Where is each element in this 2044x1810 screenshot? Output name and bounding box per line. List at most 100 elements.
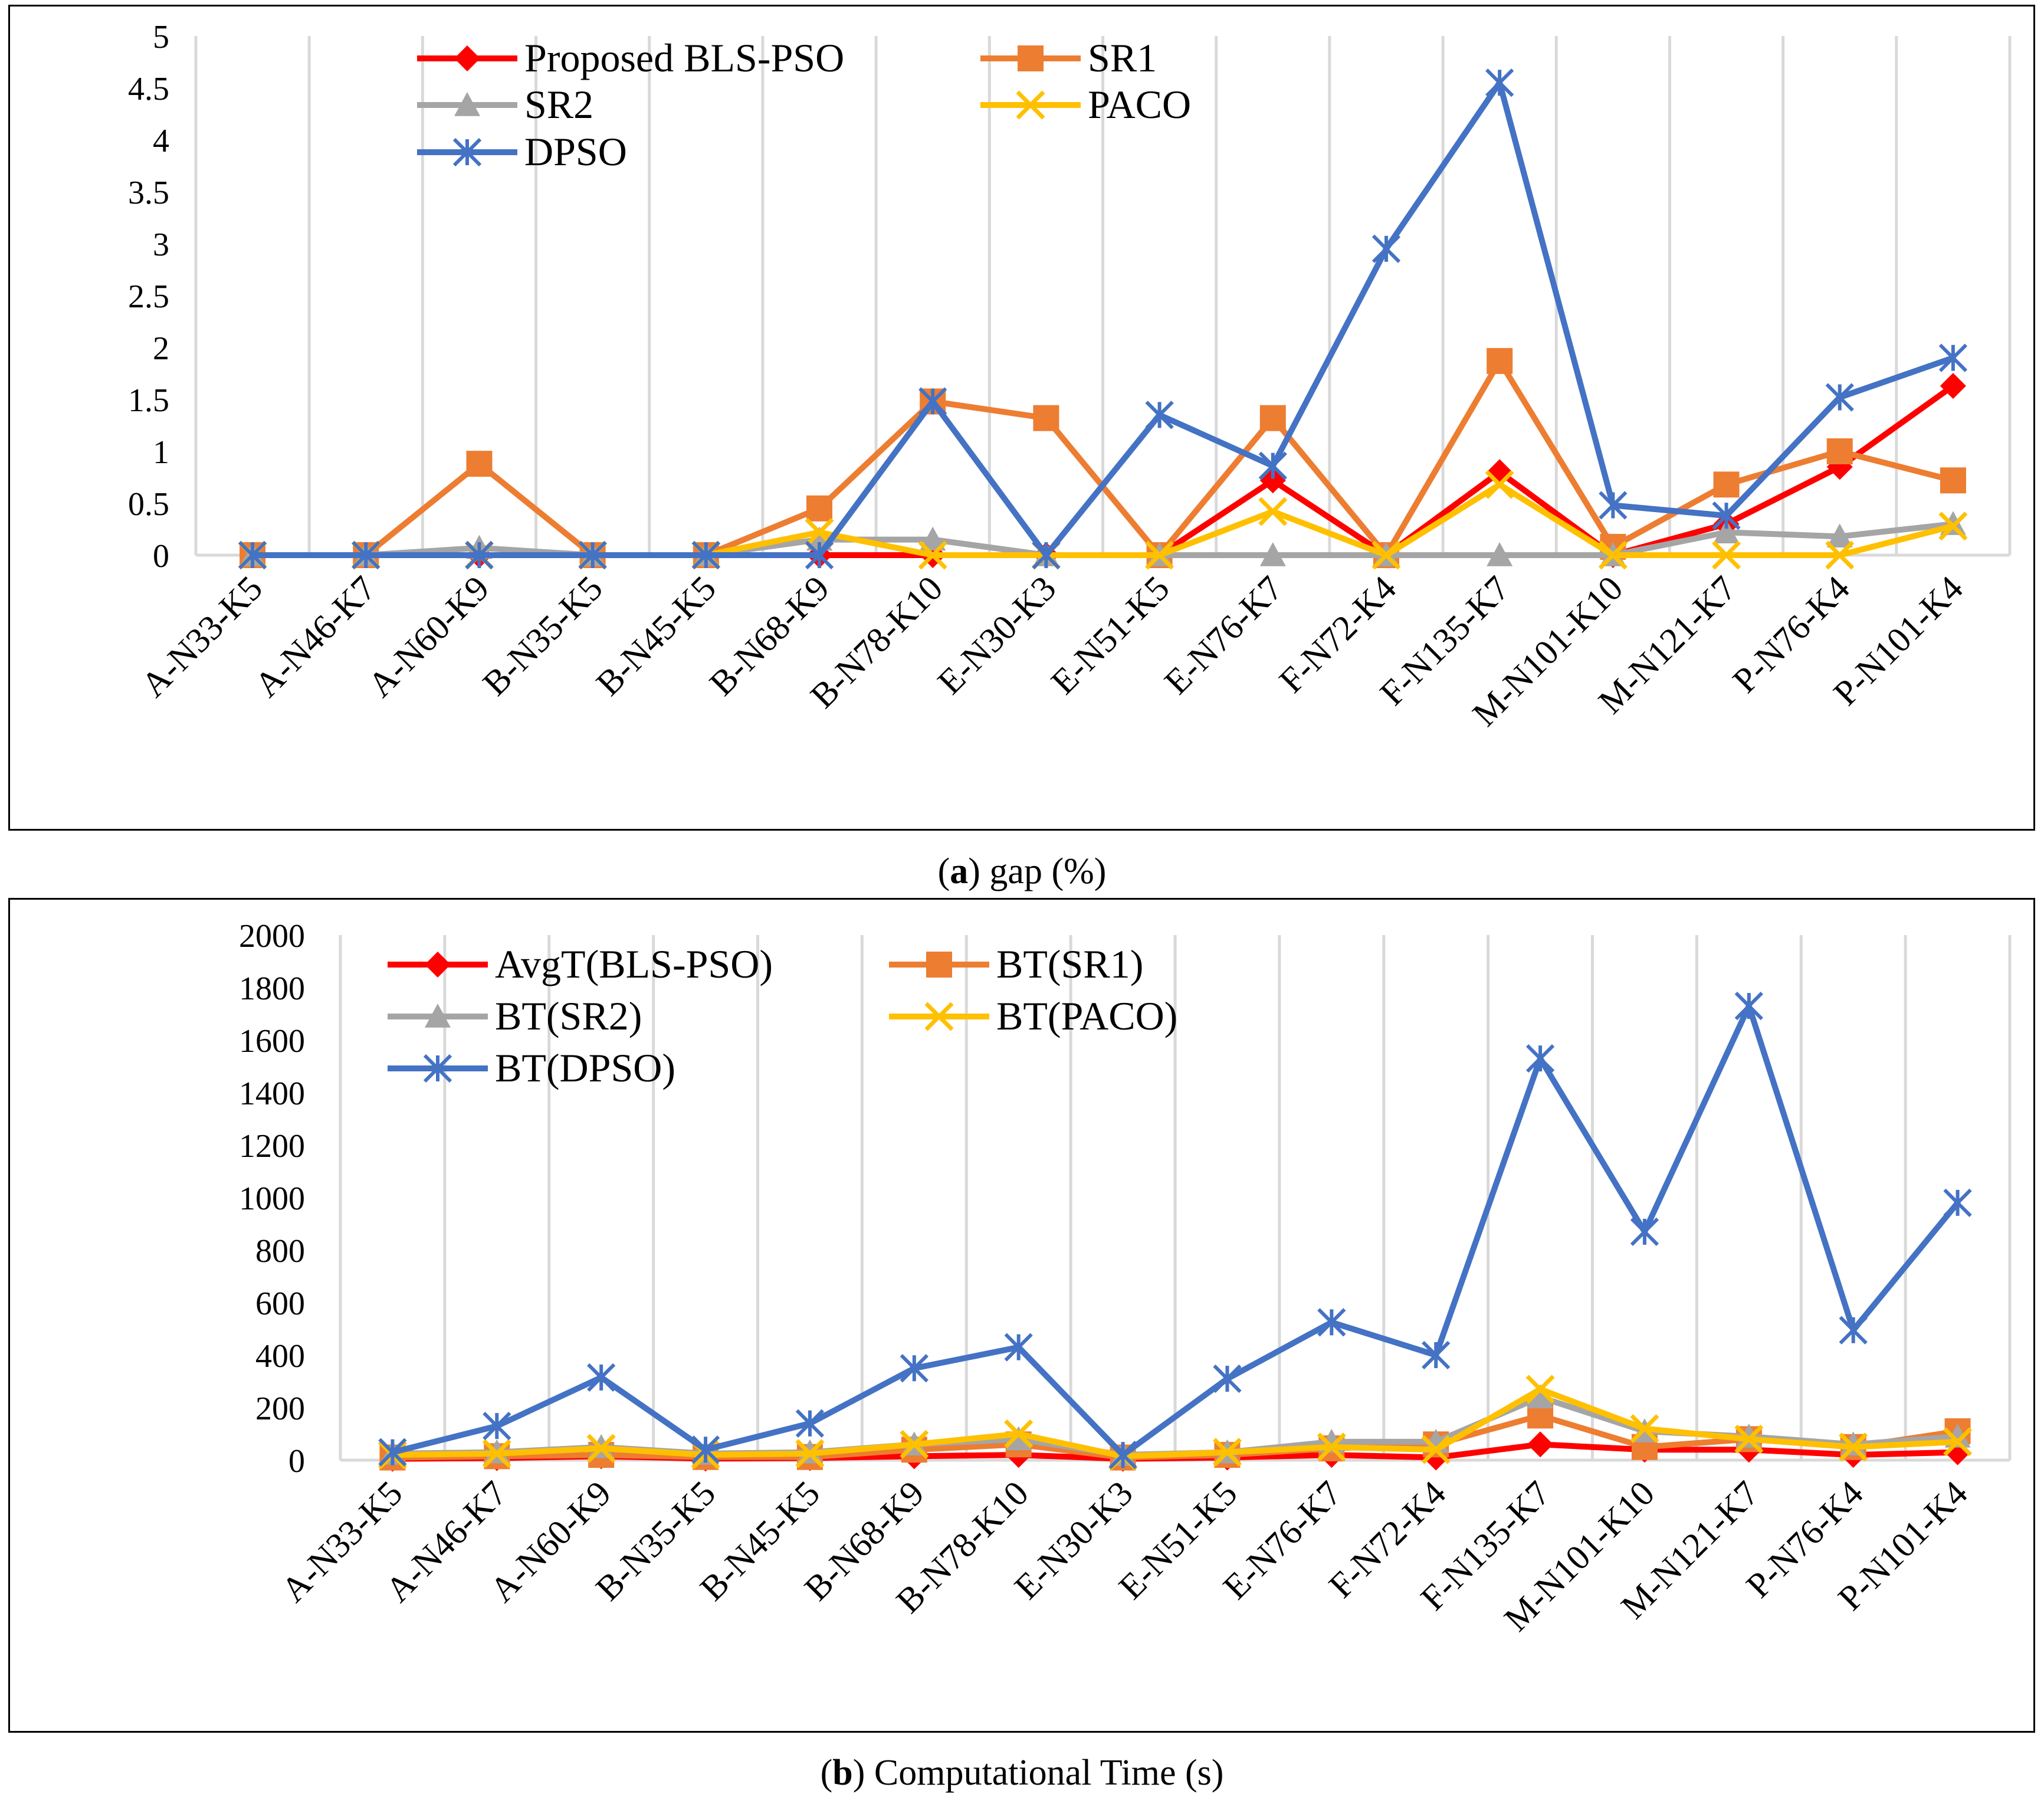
legend: Proposed BLS-PSO SR1 SR2 PACO DPSO [417, 35, 1191, 174]
time-chart: 0 200 400 600 800 1000 1200 1400 1600 1800 2000 A-N… [239, 918, 2012, 1639]
legend-label: SR2 [524, 82, 593, 127]
data-point [1713, 519, 1740, 543]
y-tick-label: 1000 [239, 1181, 305, 1217]
data-point [1259, 405, 1286, 431]
legend-marker [425, 1004, 451, 1028]
y-tick-label: 4 [153, 123, 169, 159]
x-tick-label: A-N33-K5 [134, 569, 270, 704]
y-tick-label: 2000 [239, 918, 305, 955]
x-tick-label: E-N51-K5 [1044, 569, 1177, 702]
data-point [1712, 501, 1741, 530]
legend-label: BT(PACO) [996, 993, 1177, 1038]
legend-label: PACO [1088, 82, 1191, 127]
legend-item-sr1: SR1 [980, 35, 1157, 80]
x-tick-label: A-N60-K9 [360, 569, 496, 704]
data-point [1485, 470, 1514, 499]
data-point [805, 540, 834, 570]
data-point [1259, 542, 1286, 566]
caption-gap-text: gap (%) [980, 851, 1107, 891]
y-tick-label: 0 [288, 1443, 305, 1480]
y-tick-label: 2.5 [128, 278, 169, 315]
y-tick-label: 600 [255, 1286, 305, 1322]
data-point [1317, 1432, 1346, 1462]
y-tick-label: 4.5 [128, 71, 169, 107]
gridlines [339, 935, 2012, 1460]
data-point [1487, 542, 1513, 566]
x-tick-label: B-N45-K5 [589, 569, 723, 703]
data-point [1487, 347, 1513, 374]
data-point [1213, 1364, 1242, 1393]
data-point [1032, 540, 1061, 570]
data-point [1485, 68, 1514, 97]
data-point [1372, 234, 1401, 263]
data-point [691, 1435, 720, 1464]
data-point [1826, 523, 1853, 548]
data-point [587, 1363, 616, 1392]
data-point [1734, 992, 1763, 1021]
legend-label: DPSO [524, 129, 627, 174]
legend-label: AvgT(BLS-PSO) [495, 942, 773, 986]
legend-item-dpso: DPSO [417, 129, 627, 174]
data-point [1630, 1217, 1659, 1246]
data-point [1372, 540, 1401, 570]
data-point [1734, 1424, 1764, 1454]
data-point [920, 526, 946, 551]
data-point [466, 451, 493, 477]
x-tick-labels: A-N33-K5A-N46-K7A-N60-K9B-N35-K5B-N45-K5… [274, 1474, 1975, 1639]
series-line [389, 1386, 1961, 1460]
series-line [250, 80, 1956, 558]
data-point [352, 540, 380, 570]
y-tick-label: 1.5 [128, 382, 169, 419]
legend-label: SR1 [1088, 35, 1157, 80]
x-tick-label: B-N35-K5 [475, 569, 610, 703]
data-point [1940, 467, 1966, 494]
data-point [1825, 383, 1854, 412]
legend-item-bt-sr1: BT(SR1) [889, 942, 1143, 986]
legend-label: BT(DPSO) [495, 1045, 675, 1090]
legend-label: BT(SR2) [495, 993, 642, 1038]
series-dpso [238, 68, 1968, 570]
legend-item-sr2: SR2 [417, 82, 593, 127]
y-tick-label: 0 [153, 538, 169, 575]
data-point [691, 540, 720, 570]
legend-marker [924, 1002, 954, 1031]
data-point [1943, 1188, 1972, 1218]
caption-time-letter: b [832, 1753, 853, 1793]
data-point [806, 495, 833, 522]
caption-time-text: Computational Time (s) [865, 1753, 1224, 1793]
data-point [1944, 1439, 1971, 1465]
y-tick-label: 1800 [239, 970, 305, 1007]
legend-item-bt-dpso: BT(DPSO) [388, 1045, 675, 1090]
legend-item-avgt-bls-pso: AvgT(BLS-PSO) [388, 942, 773, 986]
data-point [900, 1429, 929, 1459]
data-point [900, 1354, 929, 1383]
y-tick-labels: 0 0.5 1 1.5 2 2.5 3 3.5 4 4.5 5 [128, 19, 169, 575]
y-tick-label: 3 [153, 227, 169, 263]
chart-panel-gap: 0 0.5 1 1.5 2 2.5 3 3.5 4 4.5 5 A-N33-K5 A-N46-K7 A-N… [8, 5, 2035, 831]
data-point [1598, 540, 1628, 570]
legend-marker [1018, 45, 1044, 71]
data-point [1525, 1044, 1555, 1073]
chart-panel-time: 0 200 400 600 800 1000 1200 1400 1600 1800 2000 A-N… [8, 898, 2035, 1733]
data-point [1004, 1333, 1033, 1362]
data-point [1940, 373, 1966, 399]
y-tick-label: 800 [255, 1233, 305, 1270]
data-point [378, 1438, 407, 1467]
legend-item-paco: PACO [980, 82, 1191, 127]
y-tick-label: 1600 [239, 1023, 305, 1060]
y-tick-label: 3.5 [128, 175, 169, 211]
data-point [586, 1434, 616, 1463]
data-point [1004, 1419, 1034, 1448]
data-point [1258, 451, 1287, 480]
data-point [1527, 1384, 1554, 1408]
data-point [795, 1409, 825, 1438]
data-point [465, 540, 494, 570]
data-point [1421, 1435, 1451, 1464]
legend-label: BT(SR1) [996, 942, 1143, 986]
data-point [1145, 401, 1174, 429]
y-tick-label: 1400 [239, 1075, 305, 1112]
legend-marker [454, 92, 480, 116]
data-point [1258, 497, 1288, 526]
x-tick-labels: A-N33-K5A-N46-K7A-N60-K9B-N35-K5B-N45-K5… [134, 569, 1970, 734]
data-point [1943, 1427, 1973, 1457]
